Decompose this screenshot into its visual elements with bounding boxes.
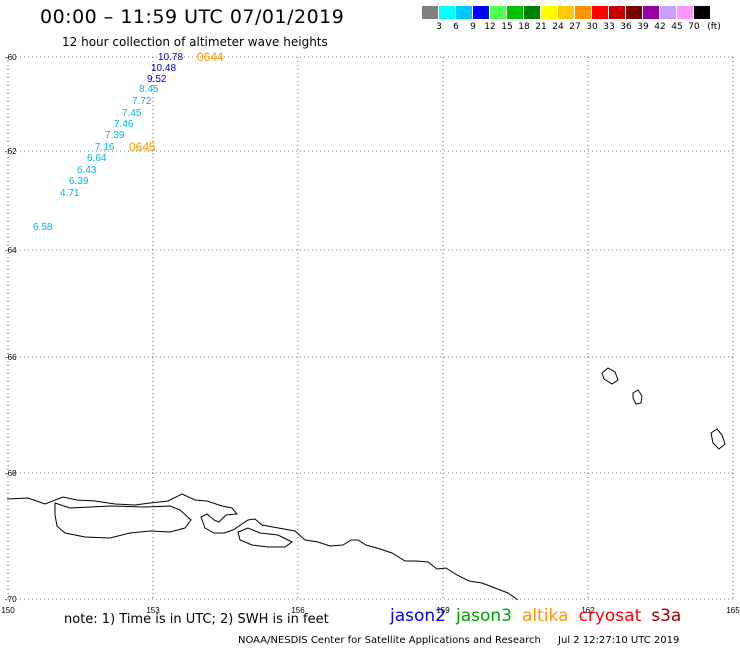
wave-height-label: 9.52	[147, 74, 167, 85]
scale-label: 33	[603, 22, 615, 32]
satellite-legend-item: jason3	[456, 606, 512, 626]
scale-label: 12	[484, 22, 496, 32]
wave-height-label: 6.43	[77, 165, 97, 176]
scale-swatch	[660, 6, 677, 19]
map-title: 00:00 – 11:59 UTC 07/01/2019	[40, 6, 345, 28]
scale-label: 39	[637, 22, 649, 32]
color-scale-bar	[422, 6, 711, 19]
scale-swatch	[473, 6, 490, 19]
lon-label: 159	[436, 606, 450, 615]
scale-label: 70	[688, 22, 700, 32]
credit-time: Jul 2 12:27:10 UTC 2019	[558, 635, 680, 646]
wave-height-label: 8.45	[139, 84, 159, 95]
scale-swatch	[439, 6, 456, 19]
island-3	[710, 428, 726, 450]
wave-height-labels: 10.7810.489.528.457.727.457.467.397.166.…	[33, 52, 183, 233]
scale-label: 45	[671, 22, 683, 32]
scale-label: 24	[552, 22, 564, 32]
latitude-labels: -60 -62 -64 -66 -68 -70	[5, 53, 17, 604]
satellite-legend-item: s3a	[651, 606, 682, 626]
credit-org: NOAA/NESDIS Center for Satellite Applica…	[238, 635, 541, 646]
satellite-legend: jason2 jason3 altika cryosat s3a	[390, 606, 681, 626]
scale-label: 36	[620, 22, 632, 32]
lat-label: -62	[5, 147, 17, 156]
lon-label: 156	[291, 606, 305, 615]
time-tags: 0644 0645	[129, 50, 224, 154]
coastline-path	[6, 493, 519, 601]
antarctic-coastline	[6, 367, 726, 601]
scale-swatch	[558, 6, 575, 19]
scale-swatch	[524, 6, 541, 19]
satellite-legend-item: altika	[522, 606, 569, 626]
map-grid	[7, 56, 734, 600]
scale-label: 27	[569, 22, 581, 32]
wave-height-label: 7.16	[95, 142, 115, 153]
scale-swatch	[609, 6, 626, 19]
scale-swatch	[694, 6, 711, 19]
longitude-labels: 150 153 156 159 162 165	[1, 606, 740, 615]
scale-swatch	[422, 6, 439, 19]
scale-label: 18	[518, 22, 530, 32]
scale-swatch	[507, 6, 524, 19]
lon-label: 150	[1, 606, 15, 615]
scale-swatch	[677, 6, 694, 19]
lon-label: 165	[726, 606, 740, 615]
credit-line: NOAA/NESDIS Center for Satellite Applica…	[238, 635, 693, 646]
wave-height-label: 6.64	[87, 153, 107, 164]
wave-height-label: 10.78	[158, 52, 183, 63]
scale-swatch	[575, 6, 592, 19]
lon-label: 162	[581, 606, 595, 615]
wave-height-label: 7.72	[132, 96, 152, 107]
lon-label: 153	[146, 606, 160, 615]
map-subtitle: 12 hour collection of altimeter wave hei…	[62, 35, 328, 49]
wave-height-label: 7.45	[122, 108, 142, 119]
scale-swatch	[541, 6, 558, 19]
wave-height-label: 6.58	[33, 222, 53, 233]
scale-swatch	[643, 6, 660, 19]
satellite-legend-item: cryosat	[578, 606, 642, 626]
wave-height-label: 10.48	[151, 63, 176, 74]
coastline-bay	[237, 527, 293, 548]
satellite-legend-item: jason2	[390, 606, 446, 626]
scale-label: 30	[586, 22, 598, 32]
lat-label: -70	[5, 595, 17, 604]
scale-swatch	[626, 6, 643, 19]
scale-label: 3	[436, 22, 442, 32]
scale-label: 9	[470, 22, 476, 32]
lat-label: -60	[5, 53, 17, 62]
lat-label: -64	[5, 246, 17, 255]
island-1	[601, 367, 619, 385]
wave-height-label: 4.71	[60, 188, 80, 199]
island-2	[632, 389, 643, 405]
footnote: note: 1) Time is in UTC; 2) SWH is in fe…	[64, 612, 329, 627]
coastline-inlet	[54, 502, 192, 539]
scale-swatch	[456, 6, 473, 19]
scale-unit: (ft)	[707, 22, 721, 32]
scale-label: 6	[453, 22, 459, 32]
wave-height-label: 7.39	[105, 130, 125, 141]
time-tag: 0645	[129, 140, 156, 154]
scale-swatch	[592, 6, 609, 19]
wave-height-label: 6.39	[69, 176, 89, 187]
time-tag: 0644	[197, 50, 224, 64]
scale-label: 15	[501, 22, 513, 32]
wave-height-label: 7.46	[114, 119, 134, 130]
lat-label: -66	[5, 353, 17, 362]
scale-swatch	[490, 6, 507, 19]
scale-label: 21	[535, 22, 547, 32]
scale-label: 42	[654, 22, 666, 32]
lat-label: -68	[5, 469, 17, 478]
